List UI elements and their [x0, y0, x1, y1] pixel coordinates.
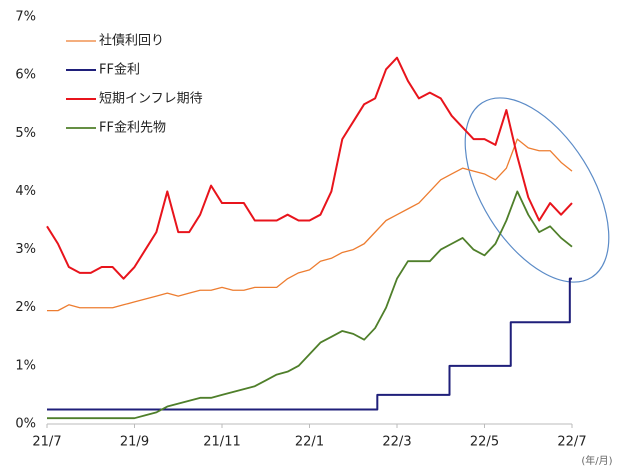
series-line [47, 190, 573, 420]
y-tick-label: 5% [15, 126, 36, 141]
y-tick-label: 7% [15, 10, 36, 25]
x-tick-label: 21/9 [120, 435, 149, 450]
x-tick-label: 21/7 [32, 435, 61, 450]
x-tick-label: 22/7 [557, 435, 586, 450]
x-tick-label: 22/5 [470, 435, 499, 450]
x-tick-label: 22/3 [382, 435, 411, 450]
y-tick-label: 4% [15, 184, 36, 199]
legend-label: FF金利 [99, 62, 140, 78]
highlight-ellipse [464, 97, 610, 283]
y-tick-label: 3% [15, 242, 36, 257]
y-tick-label: 0% [15, 417, 36, 432]
x-tick-label: 22/1 [295, 435, 324, 450]
x-tick-label: 21/11 [203, 435, 240, 450]
series-line [47, 277, 572, 411]
legend-label: 短期インフレ期待 [99, 92, 203, 107]
legend-label: FF金利先物 [99, 120, 166, 136]
x-axis-label: (年/月) [581, 454, 612, 467]
y-tick-label: 6% [15, 68, 36, 83]
y-tick-label: 2% [15, 300, 36, 315]
y-tick-label: 1% [15, 358, 36, 373]
series-line [47, 138, 573, 312]
legend-label: 社債利回り [99, 33, 164, 49]
series-line [46, 56, 573, 280]
